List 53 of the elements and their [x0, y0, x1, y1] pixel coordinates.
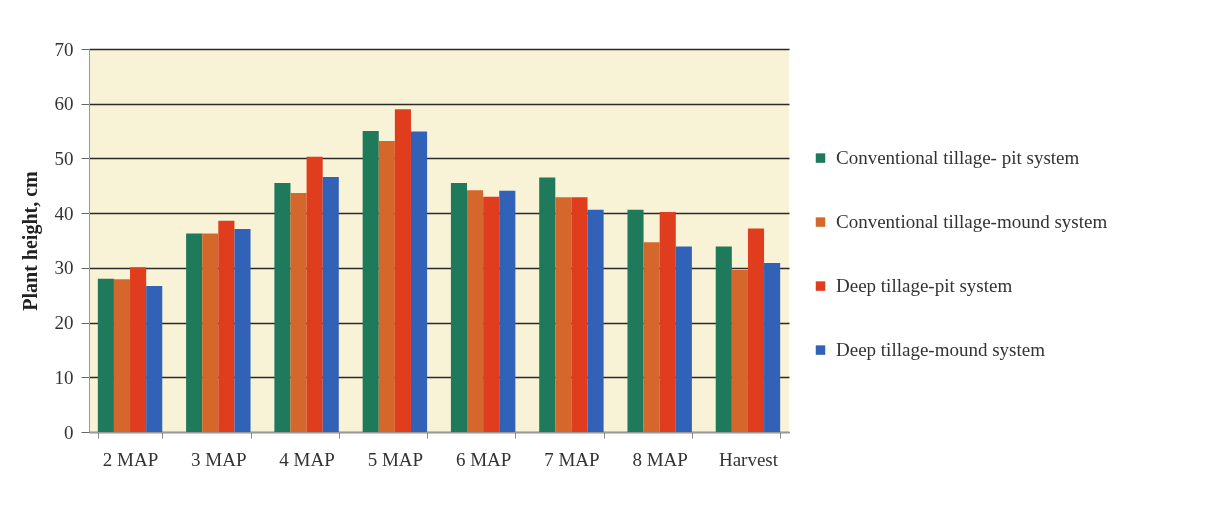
x-tick-label: Harvest: [718, 448, 779, 470]
legend-label: Conventional tillage- pit system: [836, 147, 1080, 169]
bar: [274, 183, 291, 432]
legend-label: Conventional tillage-mound system: [836, 211, 1108, 233]
bar: [146, 285, 163, 432]
bar: [675, 246, 692, 432]
y-tick-label: 50: [54, 147, 74, 169]
bar: [587, 209, 604, 432]
bar: [130, 267, 147, 432]
y-tick-label: 0: [64, 421, 74, 443]
bar: [555, 197, 572, 432]
bar: [113, 279, 131, 432]
y-tick-label: 20: [54, 312, 74, 334]
bar: [764, 262, 781, 432]
bar: [186, 233, 203, 432]
bar: [378, 140, 395, 432]
bar: [483, 196, 500, 432]
y-tick-label: 40: [54, 202, 74, 224]
bar: [322, 177, 339, 432]
bar: [659, 212, 676, 432]
y-tick-label: 60: [54, 93, 74, 115]
bar: [731, 270, 748, 432]
x-tick-label: 3 MAP: [191, 448, 247, 470]
bar: [97, 278, 114, 432]
x-tick-label: 8 MAP: [632, 448, 688, 470]
bar: [362, 131, 379, 432]
bar: [450, 183, 468, 432]
legend-label: Deep tillage-pit system: [836, 275, 1013, 297]
bar: [571, 197, 588, 432]
bar: [218, 220, 235, 432]
bar: [306, 156, 323, 432]
bar: [410, 131, 428, 432]
y-tick-label: 70: [54, 38, 74, 60]
bar: [643, 242, 660, 432]
x-tick-label: 5 MAP: [367, 448, 424, 470]
bar: [394, 109, 411, 432]
legend-label: Deep tillage-mound system: [836, 339, 1046, 361]
x-tick-label: 6 MAP: [455, 448, 512, 470]
x-tick-label: 7 MAP: [544, 448, 600, 470]
y-tick-label: 10: [54, 366, 74, 388]
bar: [627, 209, 644, 432]
y-axis-title: Plant height, cm: [18, 170, 42, 311]
x-tick-label: 4 MAP: [279, 448, 335, 470]
bar: [499, 190, 516, 432]
bar: [234, 229, 251, 432]
x-tick-label: 2 MAP: [102, 448, 159, 470]
bar: [539, 177, 556, 432]
bar: [467, 190, 484, 432]
y-tick-label: 30: [54, 257, 74, 279]
bar: [202, 233, 219, 432]
bar: [747, 228, 765, 432]
bar: [290, 192, 307, 432]
bar: [715, 246, 732, 432]
